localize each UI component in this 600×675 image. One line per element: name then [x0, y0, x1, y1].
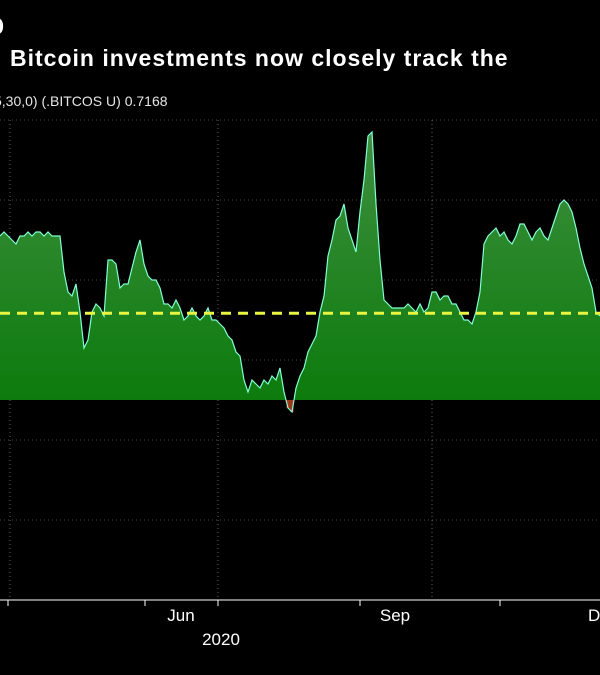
- x-tick-label-jun: Jun: [167, 606, 194, 625]
- x-tick-label-sep: Sep: [380, 606, 410, 625]
- x-tick-label-dec: D: [588, 606, 600, 625]
- x-year-label: 2020: [202, 630, 240, 649]
- legend-entry: 5,30,0) (.BITCOS U) 0.7168: [0, 93, 168, 109]
- page-title: p: [0, 8, 5, 42]
- x-ticks: [7, 600, 501, 606]
- series-line: [0, 130, 600, 414]
- area-negative: [286, 400, 294, 412]
- area-positive: [0, 132, 600, 412]
- chart-subtitle: Bitcoin investments now closely track th…: [10, 45, 509, 71]
